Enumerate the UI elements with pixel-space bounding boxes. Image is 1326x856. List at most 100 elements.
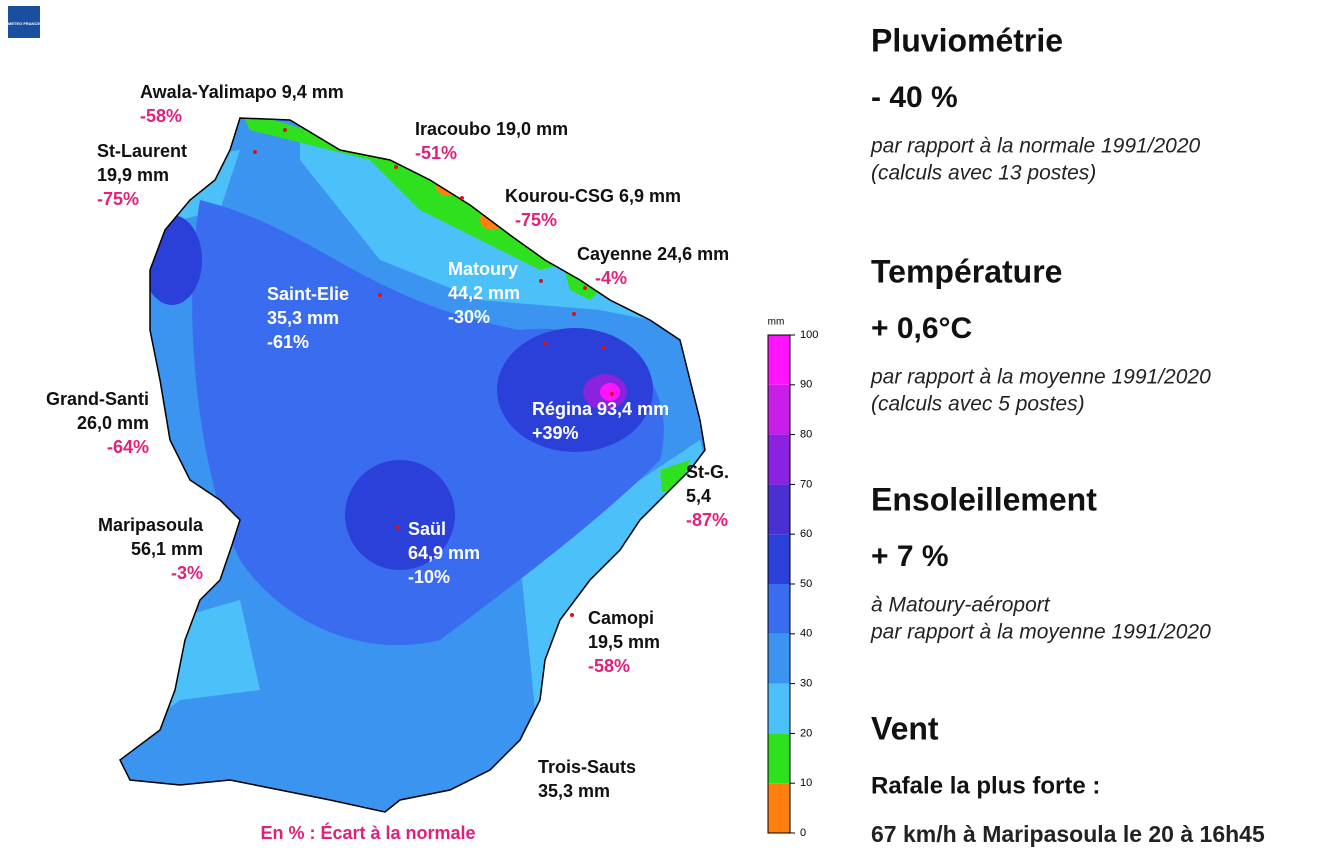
panel-detail: 67 km/h à Maripasoula le 20 à 16h45 bbox=[871, 821, 1265, 847]
rain-field bbox=[120, 118, 705, 812]
legend-tick-label: 60 bbox=[800, 528, 812, 540]
panel-title: Température bbox=[871, 253, 1062, 289]
station-dot bbox=[610, 392, 614, 396]
footnote: En % : Écart à la normale bbox=[260, 822, 475, 843]
legend-bin bbox=[768, 335, 790, 385]
station-dots bbox=[253, 128, 614, 617]
legend-bin bbox=[768, 384, 790, 435]
station-deviation: -87% bbox=[686, 510, 728, 530]
station-deviation: -30% bbox=[448, 307, 490, 327]
station-deviation: -61% bbox=[267, 332, 309, 352]
legend-bin bbox=[768, 584, 790, 634]
station-deviation: -51% bbox=[415, 143, 457, 163]
panel-note: (calculs avec 5 postes) bbox=[871, 393, 1085, 416]
legend-tick-label: 20 bbox=[800, 727, 812, 739]
station-value: 64,9 mm bbox=[408, 543, 480, 563]
station-deviation: -3% bbox=[171, 563, 203, 583]
panel-value: + 0,6°C bbox=[871, 312, 972, 345]
station-deviation: -10% bbox=[408, 567, 450, 587]
station-name: Cayenne bbox=[577, 244, 652, 264]
panel-note: (calculs avec 13 postes) bbox=[871, 162, 1096, 185]
station-deviation: -64% bbox=[107, 437, 149, 457]
panel-value: + 7 % bbox=[871, 540, 949, 573]
station-dot bbox=[378, 293, 382, 297]
zone-90-100 bbox=[600, 383, 620, 401]
station-value: 9,4 mm bbox=[282, 82, 344, 102]
panel-title: Pluviométrie bbox=[871, 22, 1063, 58]
station-name: Saint-Elie bbox=[267, 284, 349, 304]
station-value: 93,4 mm bbox=[597, 399, 669, 419]
zone-40-50 bbox=[192, 200, 664, 646]
station-dot bbox=[583, 286, 587, 290]
station-value: 26,0 mm bbox=[77, 413, 149, 433]
legend-tick-label: 50 bbox=[800, 578, 812, 590]
legend-tick-label: 70 bbox=[800, 478, 812, 490]
station-value: 19,0 mm bbox=[496, 119, 568, 139]
station-dot bbox=[572, 312, 576, 316]
station-dot bbox=[396, 525, 400, 529]
station-name: St-Laurent bbox=[97, 141, 187, 161]
station-deviation: -75% bbox=[97, 189, 139, 209]
logo-text: METEO FRANCE bbox=[8, 21, 40, 26]
station-label: Kourou-CSG 6,9 mm bbox=[505, 186, 681, 206]
station-name: Iracoubo bbox=[415, 119, 491, 139]
station-dot bbox=[394, 165, 398, 169]
zone-20-30 bbox=[120, 120, 700, 330]
legend-tick-label: 10 bbox=[800, 777, 812, 789]
station-deviation: -58% bbox=[140, 106, 182, 126]
station-label: Iracoubo 19,0 mm bbox=[415, 119, 568, 139]
panel-value: Rafale la plus forte : bbox=[871, 772, 1100, 799]
station-name: Saül bbox=[408, 519, 446, 539]
station-deviation: -58% bbox=[588, 656, 630, 676]
station-deviation: +39% bbox=[532, 423, 579, 443]
zone-10-20 bbox=[240, 118, 560, 270]
station-dot bbox=[460, 196, 464, 200]
panel-note: à Matoury-aéroport bbox=[871, 594, 1051, 617]
station-dot bbox=[283, 128, 287, 132]
station-label: Régina 93,4 mm bbox=[532, 399, 669, 419]
legend-bin bbox=[768, 633, 790, 684]
station-value: 19,9 mm bbox=[97, 165, 169, 185]
legend-bin bbox=[768, 783, 790, 833]
station-name: Awala-Yalimapo bbox=[140, 82, 277, 102]
station-value: 24,6 mm bbox=[657, 244, 729, 264]
station-value: 35,3 mm bbox=[267, 308, 339, 328]
legend-bin bbox=[768, 534, 790, 584]
station-label: Cayenne 24,6 mm bbox=[577, 244, 729, 264]
panel-title: Vent bbox=[871, 710, 939, 746]
legend-tick-label: 40 bbox=[800, 628, 812, 640]
legend-tick-label: 90 bbox=[800, 379, 812, 391]
station-name: Kourou-CSG bbox=[505, 186, 614, 206]
station-dot bbox=[570, 613, 574, 617]
panel-title: Ensoleillement bbox=[871, 481, 1097, 517]
legend-tick-label: 30 bbox=[800, 678, 812, 690]
station-name: St-G. bbox=[686, 462, 729, 482]
legend-bin bbox=[768, 733, 790, 784]
legend-bin bbox=[768, 683, 790, 734]
station-label: Awala-Yalimapo 9,4 mm bbox=[140, 82, 344, 102]
panel-value: - 40 % bbox=[871, 81, 958, 114]
station-name: Grand-Santi bbox=[46, 389, 149, 409]
legend-unit: mm bbox=[768, 317, 785, 328]
station-value: 35,3 mm bbox=[538, 781, 610, 801]
zone-50-60 bbox=[497, 328, 653, 452]
station-name: Matoury bbox=[448, 259, 518, 279]
station-dot bbox=[543, 341, 547, 345]
station-value: 5,4 bbox=[686, 486, 711, 506]
station-name: Maripasoula bbox=[98, 515, 204, 535]
station-value: 44,2 mm bbox=[448, 283, 520, 303]
station-name: Camopi bbox=[588, 608, 654, 628]
station-dot bbox=[539, 279, 543, 283]
legend-tick-label: 0 bbox=[800, 827, 806, 839]
station-name: Régina bbox=[532, 399, 593, 419]
logo-box bbox=[8, 6, 40, 38]
station-deviation: -4% bbox=[595, 268, 627, 288]
station-value: 56,1 mm bbox=[131, 539, 203, 559]
panel-note: par rapport à la moyenne 1991/2020 bbox=[870, 621, 1211, 644]
station-dot bbox=[253, 150, 257, 154]
legend-tick-label: 100 bbox=[800, 329, 818, 341]
station-name: Trois-Sauts bbox=[538, 757, 636, 777]
legend-bin bbox=[768, 484, 790, 535]
